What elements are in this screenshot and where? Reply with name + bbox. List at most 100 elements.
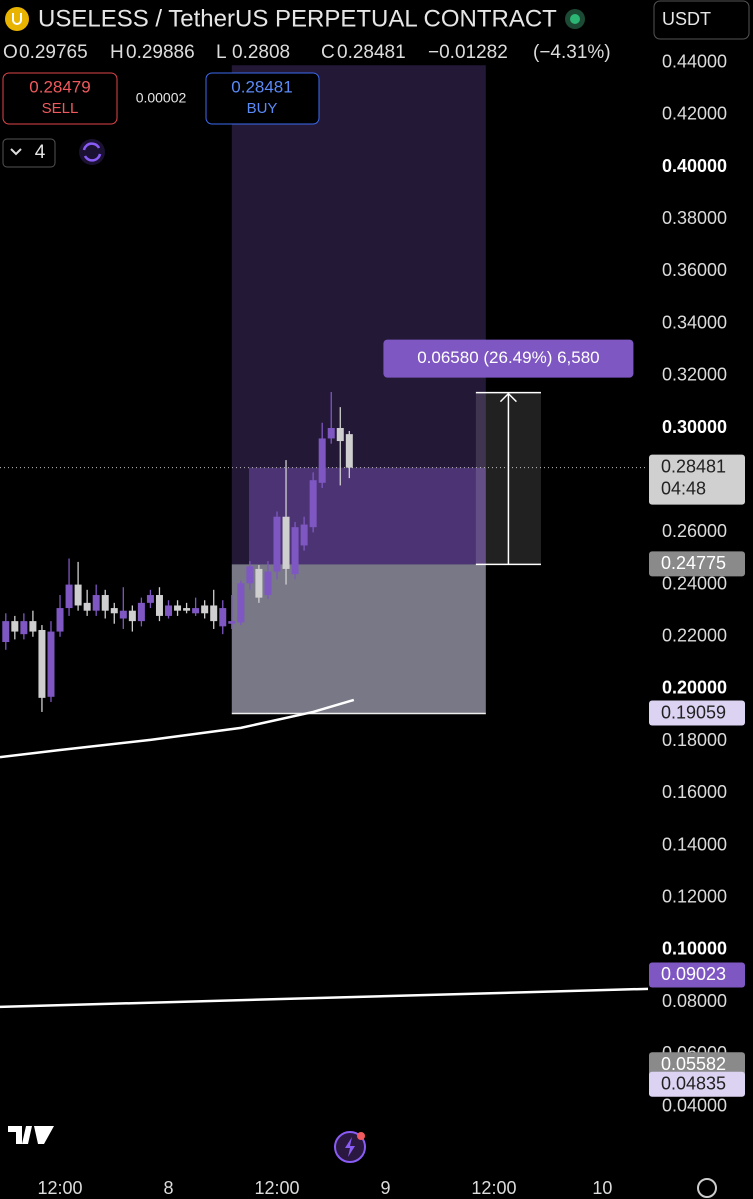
x-tick-label: 12:00	[254, 1178, 299, 1198]
candle-body	[273, 516, 281, 572]
y-tick-label: 0.44000	[662, 51, 727, 71]
y-tick-label: 0.30000	[662, 417, 727, 437]
change: −0.01282	[428, 42, 508, 63]
x-tick-label: 8	[164, 1178, 174, 1198]
candle-body	[155, 595, 163, 616]
price-badge	[649, 454, 745, 505]
y-tick-label: 0.12000	[662, 887, 727, 907]
x-tick-label: 9	[380, 1178, 390, 1198]
candle-body	[336, 428, 344, 442]
plot-area: 0.06580 (26.49%) 6,580	[0, 65, 649, 1009]
price-axis: 0.44000 0.42000 0.40000 0.38000 0.36000 0.340…	[38, 51, 745, 1198]
price-badge	[649, 700, 745, 726]
candle-body	[327, 428, 335, 439]
candle-body	[47, 631, 55, 697]
price-badge	[649, 1071, 745, 1097]
y-tick-label: 0.40000	[662, 156, 727, 176]
position-stop-zone	[231, 564, 486, 714]
price-badge-label: 0.24775	[661, 553, 726, 573]
ohlc-value: 0.29886	[126, 42, 195, 63]
y-tick-label: 0.10000	[662, 939, 727, 959]
candle-body	[74, 584, 82, 606]
candle-body	[20, 621, 28, 635]
x-tick-label: 12:00	[471, 1178, 516, 1198]
candle-body	[264, 571, 272, 596]
measure-label: 0.06580 (26.49%) 6,580	[417, 348, 599, 367]
y-tick-label: 0.32000	[662, 365, 727, 385]
candle-body	[282, 516, 290, 569]
candle-body	[29, 621, 37, 632]
candle-body	[137, 602, 145, 622]
y-tick-label: 0.14000	[662, 834, 727, 854]
candle-body	[101, 595, 109, 611]
candle-body	[228, 621, 236, 624]
y-tick-label: 0.24000	[662, 573, 727, 593]
price-badge-label: 0.05582	[661, 1054, 726, 1074]
candle-body	[201, 605, 209, 614]
market-status-dot	[570, 14, 580, 24]
candle-body	[246, 566, 254, 584]
tv-logo	[8, 1126, 54, 1144]
change-percent: (−4.31%)	[533, 42, 611, 63]
x-tick-label: 12:00	[38, 1178, 83, 1198]
sell-button[interactable]	[2, 72, 118, 125]
y-tick-label: 0.20000	[662, 678, 727, 698]
candle-body	[255, 568, 263, 598]
alert-icon	[345, 1137, 355, 1157]
price-badge-label: 0.09023	[661, 964, 726, 984]
candle-body	[146, 595, 154, 603]
settings-icon[interactable]	[697, 1178, 717, 1198]
candle-body	[309, 480, 317, 528]
y-tick-label: 0.08000	[662, 991, 727, 1011]
candle-body	[174, 605, 182, 611]
ohlc-value: 0.2808	[232, 42, 290, 63]
candle-body	[165, 605, 173, 616]
candle-body	[291, 527, 299, 575]
candle-body	[65, 584, 73, 609]
candle-body	[128, 610, 136, 622]
y-tick-label: 0.18000	[662, 730, 727, 750]
measure-arrowhead	[499, 392, 517, 403]
sell-price: 0.28479	[29, 77, 90, 96]
ohlc-value: 0.28481	[337, 42, 406, 63]
alert-dot	[357, 1132, 365, 1140]
chevron	[10, 148, 22, 156]
x-tick-label: 10	[592, 1178, 612, 1198]
candle-body	[92, 595, 100, 611]
price-countdown: 04:48	[661, 478, 706, 498]
candle-body	[210, 605, 218, 622]
candle-body	[11, 621, 19, 632]
moving-average	[0, 698, 355, 759]
price-badge-label: 0.28481	[661, 456, 726, 476]
y-tick-label: 0.26000	[662, 521, 727, 541]
ohlc-key: H	[110, 42, 124, 63]
candle-body	[345, 434, 353, 468]
currency-select[interactable]	[653, 0, 750, 40]
candle-body	[300, 524, 308, 546]
candle-body	[2, 621, 10, 643]
candle-body	[119, 610, 127, 619]
y-tick-label: 0.16000	[662, 782, 727, 802]
y-tick-label: 0.42000	[662, 104, 727, 124]
ohlc-key: C	[321, 42, 335, 63]
ohlc-value: 0.29765	[19, 42, 88, 63]
buy-label: BUY	[247, 100, 278, 117]
position-profit-zone	[231, 65, 486, 565]
price-badge	[649, 962, 745, 988]
interval-dropdown[interactable]	[2, 138, 56, 168]
candle-body	[219, 608, 227, 627]
y-tick-label: 0.36000	[662, 260, 727, 280]
candle-body	[318, 438, 326, 483]
ohlc-key: L	[216, 42, 227, 63]
ohlc-key: O	[3, 42, 18, 63]
symbol-title: USELESS / TetherUS PERPETUAL CONTRACT	[38, 5, 557, 32]
y-tick-label: 0.04000	[662, 1095, 727, 1115]
interval: 4	[35, 142, 46, 163]
y-tick-label: 0.34000	[662, 312, 727, 332]
y-tick-label: 0.22000	[662, 626, 727, 646]
candle-body	[110, 608, 118, 614]
candle-body	[183, 608, 191, 611]
buy-button[interactable]	[205, 72, 320, 125]
